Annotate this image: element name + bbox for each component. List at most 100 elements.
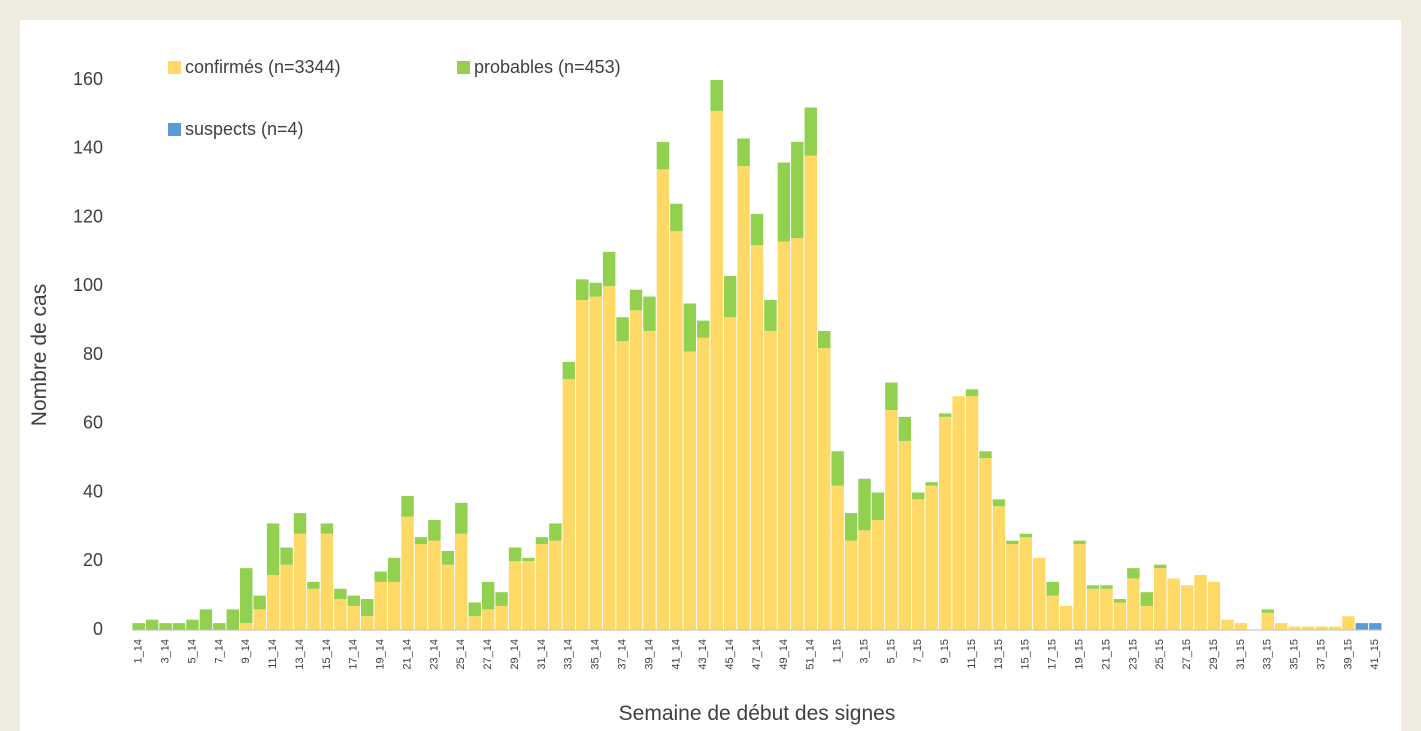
bar-segment (589, 296, 602, 630)
bar-segment (1113, 602, 1127, 630)
x-tick-label: 31_14 (536, 639, 548, 670)
bar-segment (616, 341, 629, 630)
bar-segment (1059, 605, 1073, 630)
legend-swatch (168, 123, 181, 136)
bar-segment (495, 605, 508, 630)
bar-segment (1140, 592, 1154, 606)
y-tick-label: 120 (73, 206, 103, 226)
x-tick-label: 33_14 (563, 639, 575, 670)
bar-segment (925, 485, 938, 630)
bar-segment (643, 330, 656, 630)
y-tick-label: 100 (73, 275, 103, 295)
bar-segment (925, 482, 938, 486)
bar-segment (831, 485, 844, 630)
bar-segment (226, 609, 240, 630)
bar-segment (629, 310, 643, 630)
bar-segment (589, 282, 602, 297)
bar-segment (871, 492, 885, 520)
x-tick-label: 15_14 (321, 639, 333, 670)
bar-segment (293, 513, 307, 534)
x-tick-label: 19_15 (1073, 639, 1085, 670)
bar-segment (764, 300, 777, 331)
bar-segment (253, 595, 266, 610)
bar-segment (266, 523, 280, 575)
bar-segment (938, 413, 952, 417)
bar-segment (1194, 575, 1207, 630)
x-tick-label: 5_14 (186, 639, 198, 663)
bar-segment (535, 537, 549, 545)
bar-segment (508, 547, 522, 562)
x-tick-label: 9_14 (240, 639, 252, 663)
bar-segment (428, 520, 441, 541)
bar-segment (562, 361, 576, 380)
bar-segment (1100, 588, 1113, 630)
bar-segment (360, 616, 374, 630)
bar-segment (1167, 578, 1180, 630)
bar-segment (1288, 626, 1301, 630)
bar-segment (750, 214, 764, 245)
bar-segment (629, 289, 643, 311)
x-tick-label: 5_15 (885, 639, 897, 663)
bar-segment (132, 623, 145, 630)
x-tick-label: 9_15 (939, 639, 951, 663)
legend-swatch (457, 61, 470, 74)
bar-segment (1086, 588, 1100, 630)
y-tick-label: 80 (83, 344, 103, 364)
x-tick-label: 11_14 (267, 639, 279, 669)
bar-segment (1033, 557, 1046, 630)
x-tick-label: 39_15 (1342, 639, 1354, 670)
bar-segment (1006, 540, 1019, 545)
x-tick-label: 17_14 (348, 639, 360, 670)
bar-segment (576, 300, 589, 630)
bar-segment (145, 619, 159, 630)
bar-segment (938, 416, 952, 630)
bar-segment (334, 588, 347, 600)
bar-segment (844, 513, 858, 541)
bar-segment (979, 458, 992, 630)
y-tick-label: 0 (93, 619, 103, 639)
bar-segment (858, 530, 871, 630)
x-tick-label: 21_15 (1100, 639, 1112, 670)
bar-segment (455, 502, 468, 534)
bar-segment (320, 523, 334, 534)
bar-segment (777, 162, 791, 242)
x-tick-label: 41_15 (1369, 639, 1381, 670)
bar-segment (1019, 537, 1033, 630)
bar-segment (347, 595, 360, 606)
x-tick-label: 35_14 (590, 639, 602, 670)
x-tick-label: 13_15 (993, 639, 1005, 670)
bar-segment (643, 296, 656, 331)
x-tick-label: 47_14 (751, 639, 763, 670)
x-tick-label: 11_15 (966, 639, 978, 669)
bar-segment (495, 592, 508, 606)
bar-segment (1019, 533, 1033, 538)
bar-segment (1113, 599, 1127, 603)
legend-label: suspects (n=4) (185, 119, 304, 139)
x-tick-label: 17_15 (1047, 639, 1059, 670)
bar-segment (885, 410, 898, 630)
x-tick-label: 27_14 (482, 639, 494, 670)
x-tick-label: 15_15 (1020, 639, 1032, 670)
bar-segment (871, 520, 885, 630)
bar-segment (240, 623, 253, 630)
bar-segment (697, 320, 710, 338)
bar-segment (1154, 564, 1167, 569)
x-tick-label: 39_14 (643, 639, 655, 670)
bar-segment (1154, 568, 1167, 630)
y-tick-label: 60 (83, 413, 103, 433)
bar-segment (374, 581, 387, 630)
bar-segment (817, 330, 831, 349)
bar-segment (737, 165, 750, 630)
x-axis-title: Semaine de début des signes (619, 702, 896, 725)
legend-label: probables (n=453) (474, 57, 621, 77)
bar-segment (1100, 585, 1113, 589)
bar-segment (656, 141, 670, 170)
bar-segment (992, 506, 1006, 630)
bar-segment (401, 516, 414, 630)
bar-segment (670, 203, 683, 232)
y-tick-label: 140 (73, 138, 103, 158)
bar-segment (549, 540, 562, 630)
bar-segment (320, 533, 334, 630)
